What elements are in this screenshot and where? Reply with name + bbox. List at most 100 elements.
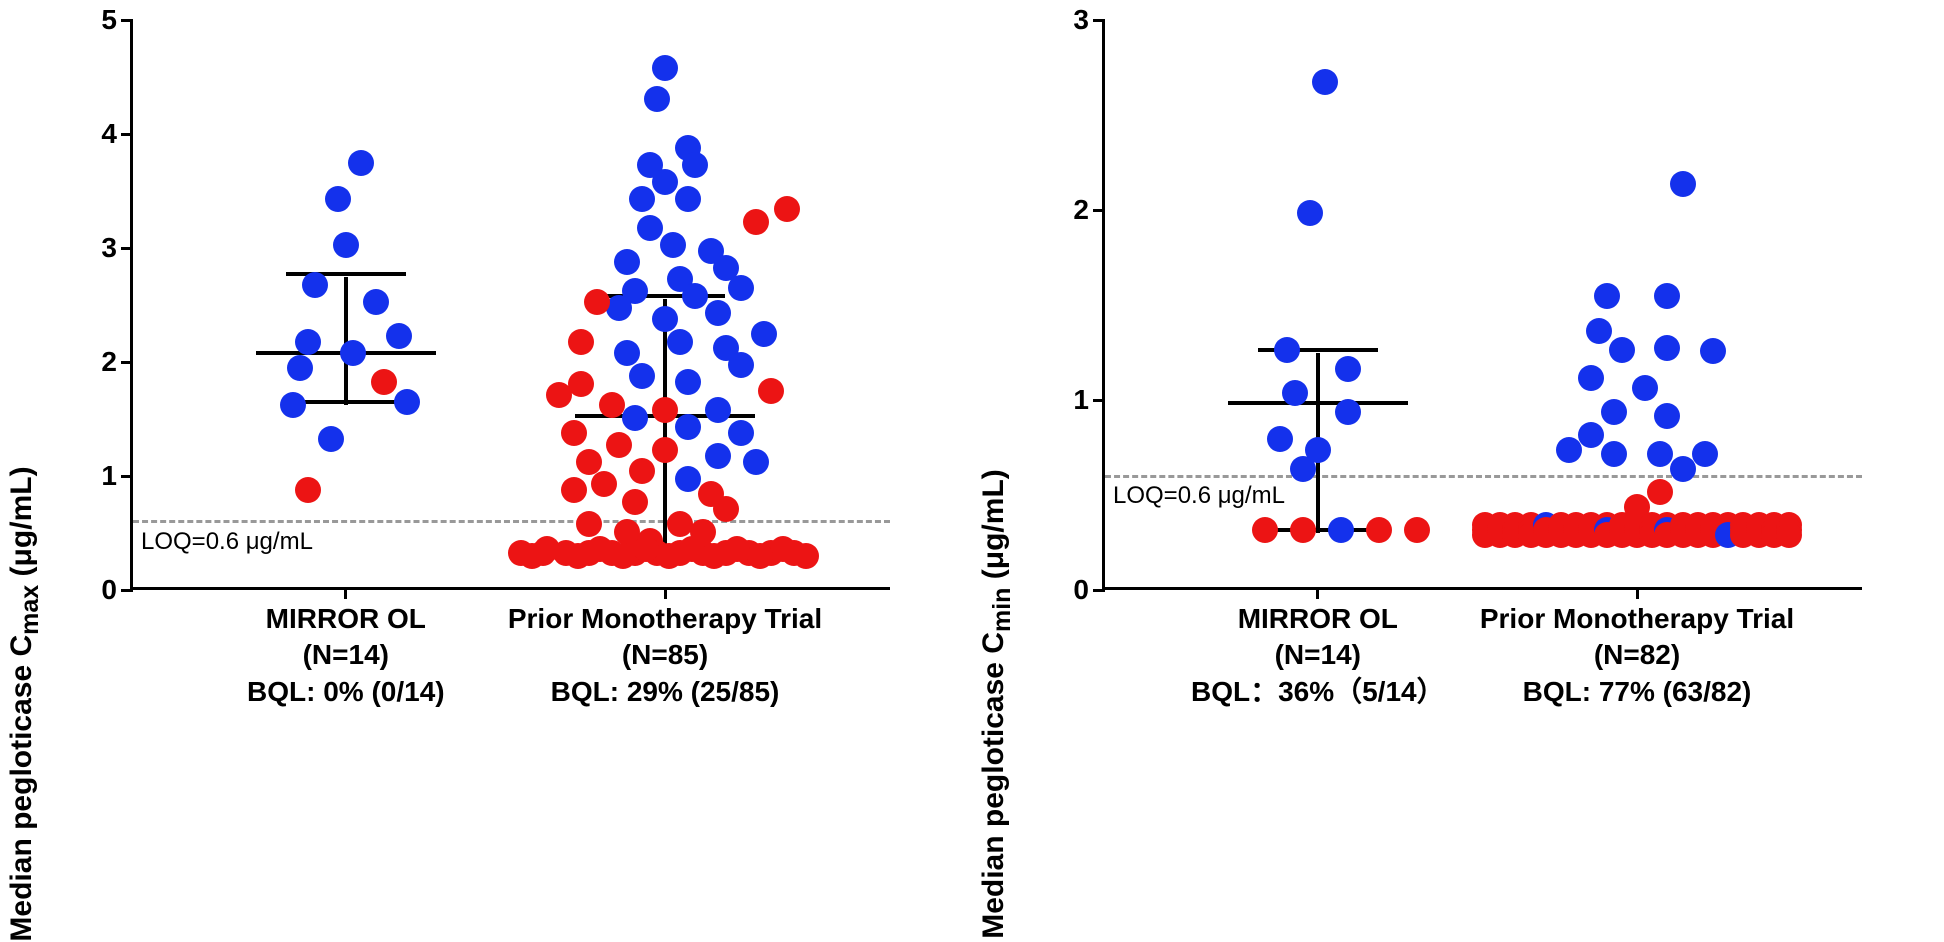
xtick-label: Prior Monotherapy Trial(N=82)BQL: 77% (6…	[1480, 587, 1794, 710]
data-point	[565, 543, 591, 569]
ytick-label: 0	[1073, 574, 1105, 606]
data-point	[622, 489, 648, 515]
data-point	[386, 323, 412, 349]
data-point	[576, 511, 602, 537]
data-point	[606, 432, 632, 458]
errbar-median	[1228, 401, 1408, 405]
data-point	[758, 378, 784, 404]
data-point	[713, 496, 739, 522]
data-point	[614, 340, 640, 366]
data-point	[333, 232, 359, 258]
data-point	[340, 340, 366, 366]
loq-line	[133, 520, 890, 523]
data-point	[793, 543, 819, 569]
cmax-plot-area: 012345LOQ=0.6 μg/mLMIRROR OL(N=14)BQL: 0…	[130, 20, 890, 590]
data-point	[652, 437, 678, 463]
ytick-label: 3	[1073, 4, 1105, 36]
data-point	[1670, 171, 1696, 197]
data-point	[656, 543, 682, 569]
data-point	[1601, 399, 1627, 425]
data-point	[728, 420, 754, 446]
data-point	[774, 196, 800, 222]
data-point	[318, 426, 344, 452]
data-point	[622, 405, 648, 431]
data-point	[1647, 479, 1673, 505]
data-point	[1252, 517, 1278, 543]
data-point	[675, 414, 701, 440]
data-point	[1654, 283, 1680, 309]
data-point	[1647, 441, 1673, 467]
data-point	[1312, 69, 1338, 95]
cmin-ylabel: Median pegloticase Cmin (μg/mL)	[977, 469, 1017, 939]
data-point	[295, 477, 321, 503]
data-point	[660, 232, 686, 258]
data-point	[1601, 441, 1627, 467]
data-point	[576, 449, 602, 475]
data-point	[629, 363, 655, 389]
data-point	[584, 289, 610, 315]
cmax-ylabel: Median pegloticase Cmax (μg/mL)	[5, 466, 45, 941]
data-point	[1654, 403, 1680, 429]
data-point	[325, 186, 351, 212]
data-point	[637, 215, 663, 241]
data-point	[1282, 380, 1308, 406]
errbar-vertical	[663, 299, 667, 556]
data-point	[1594, 283, 1620, 309]
data-point	[644, 86, 670, 112]
data-point	[1670, 456, 1696, 482]
data-point	[295, 329, 321, 355]
ytick-label: 3	[101, 232, 133, 264]
data-point	[1404, 517, 1430, 543]
data-point	[1632, 375, 1658, 401]
data-point	[652, 55, 678, 81]
data-point	[546, 382, 572, 408]
data-point	[280, 392, 306, 418]
ytick-label: 1	[1073, 384, 1105, 416]
data-point	[705, 443, 731, 469]
data-point	[568, 371, 594, 397]
data-point	[1335, 356, 1361, 382]
data-point	[705, 397, 731, 423]
data-point	[629, 458, 655, 484]
data-point	[591, 471, 617, 497]
loq-label: LOQ=0.6 μg/mL	[141, 528, 313, 556]
ytick-label: 5	[101, 4, 133, 36]
data-point	[1654, 335, 1680, 361]
data-point	[1586, 318, 1612, 344]
data-point	[1290, 456, 1316, 482]
data-point	[652, 397, 678, 423]
panels: Median pegloticase Cmax (μg/mL) 012345LO…	[0, 0, 1944, 758]
data-point	[287, 355, 313, 381]
data-point	[610, 543, 636, 569]
data-point	[1609, 337, 1635, 363]
data-point	[652, 169, 678, 195]
data-point	[1290, 517, 1316, 543]
data-point	[675, 466, 701, 492]
data-point	[302, 272, 328, 298]
data-point	[728, 352, 754, 378]
data-point	[682, 152, 708, 178]
data-point	[519, 543, 545, 569]
ytick-label: 1	[101, 460, 133, 492]
data-point	[743, 449, 769, 475]
data-point	[705, 300, 731, 326]
data-point	[1692, 441, 1718, 467]
data-point	[371, 369, 397, 395]
data-point	[561, 420, 587, 446]
data-point	[1556, 437, 1582, 463]
data-point	[682, 283, 708, 309]
data-point	[568, 329, 594, 355]
data-point	[348, 150, 374, 176]
ytick-label: 2	[1073, 194, 1105, 226]
data-point	[614, 249, 640, 275]
errbar-cap-upper	[286, 272, 406, 276]
cmin-panel: Median pegloticase Cmin (μg/mL) 0123LOQ=…	[972, 0, 1944, 758]
data-point	[1700, 338, 1726, 364]
data-point	[675, 186, 701, 212]
xtick-label: MIRROR OL(N=14)BQL: 0% (0/14)	[247, 587, 445, 710]
data-point	[363, 289, 389, 315]
data-point	[1274, 337, 1300, 363]
ytick-label: 2	[101, 346, 133, 378]
ytick-label: 0	[101, 574, 133, 606]
data-point	[675, 369, 701, 395]
